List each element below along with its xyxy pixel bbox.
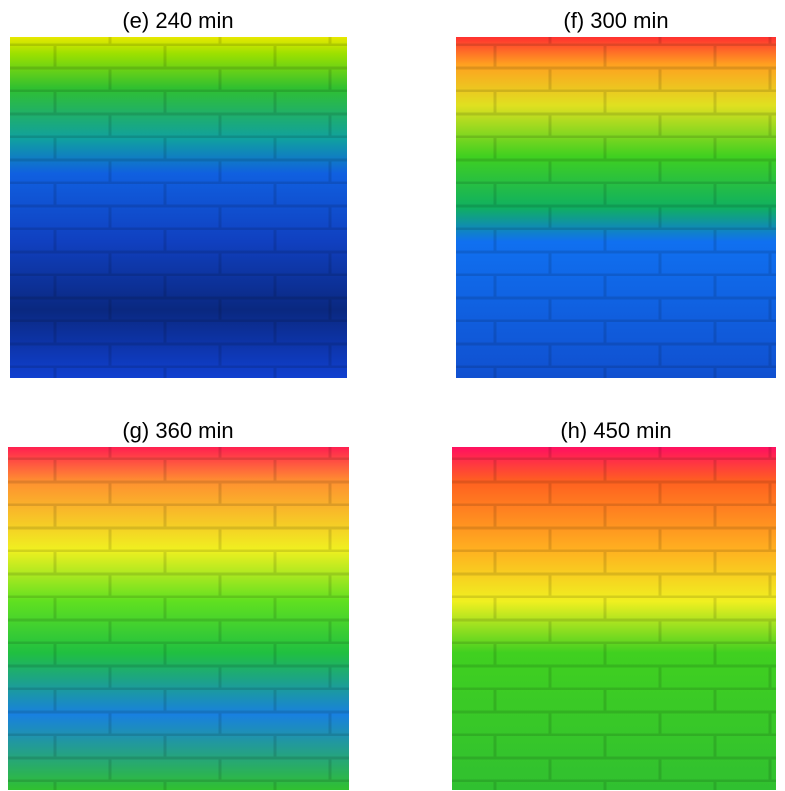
brick-texture — [8, 447, 349, 790]
panel-caption: (g) 360 min — [122, 418, 233, 443]
panel-caption: (f) 300 min — [563, 8, 668, 33]
panel-caption: (e) 240 min — [122, 8, 233, 33]
brick-texture — [456, 37, 776, 378]
brick-texture — [452, 447, 776, 790]
panel-caption: (h) 450 min — [560, 418, 671, 443]
brick-texture — [10, 37, 347, 378]
